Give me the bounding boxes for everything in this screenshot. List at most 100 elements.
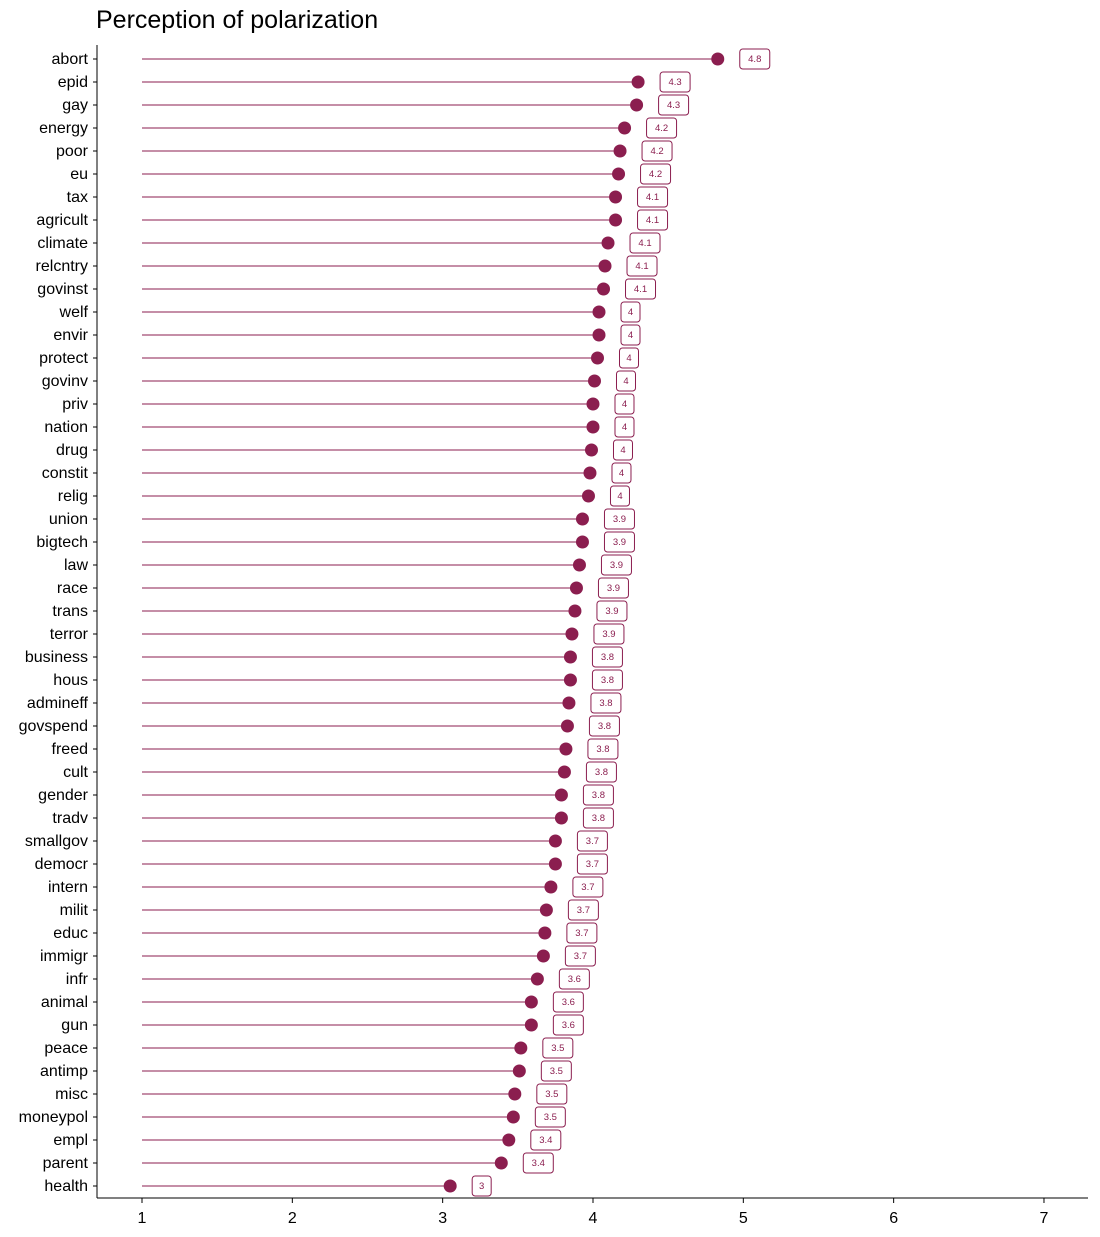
- value-label-abort: 4.8: [748, 54, 761, 65]
- category-label-parent: parent: [43, 1155, 89, 1172]
- value-label-box-constit: [611, 462, 632, 484]
- value-label-constit: 4: [619, 468, 624, 479]
- dot-moneypol: [506, 1110, 520, 1124]
- value-label-empl: 3.4: [539, 1135, 552, 1146]
- dot-democr: [548, 857, 562, 871]
- value-label-box-parent: [522, 1152, 554, 1174]
- value-label-box-empl: [530, 1129, 562, 1151]
- value-label-box-cult: [585, 761, 617, 783]
- value-label-eu: 4.2: [649, 169, 662, 180]
- value-label-box-milit: [567, 899, 599, 921]
- category-label-empl: empl: [53, 1132, 88, 1149]
- value-label-poor: 4.2: [650, 146, 663, 157]
- value-label-bigtech: 3.9: [613, 537, 626, 548]
- value-label-nation: 4: [622, 422, 627, 433]
- value-label-climate: 4.1: [638, 238, 651, 249]
- value-label-relig: 4: [617, 491, 622, 502]
- dot-envir: [592, 328, 606, 342]
- value-label-box-animal: [552, 991, 584, 1013]
- dot-immigr: [536, 949, 550, 963]
- value-label-tax: 4.1: [646, 192, 659, 203]
- category-label-law: law: [64, 557, 88, 574]
- category-label-govinv: govinv: [42, 373, 88, 390]
- value-label-trans: 3.9: [605, 606, 618, 617]
- dot-cult: [557, 765, 571, 779]
- value-label-protect: 4: [626, 353, 631, 364]
- category-label-priv: priv: [62, 396, 88, 413]
- value-label-box-admineff: [590, 692, 622, 714]
- value-label-box-antimp: [540, 1060, 572, 1082]
- category-label-gender: gender: [38, 787, 88, 804]
- dot-govinv: [587, 374, 601, 388]
- value-label-box-abort: [739, 48, 771, 70]
- category-label-health: health: [44, 1178, 88, 1195]
- category-label-nation: nation: [44, 419, 88, 436]
- value-label-box-welf: [620, 301, 641, 323]
- value-label-envir: 4: [628, 330, 633, 341]
- value-label-box-moneypol: [534, 1106, 566, 1128]
- dot-admineff: [562, 696, 576, 710]
- dot-abort: [711, 52, 725, 66]
- category-label-milit: milit: [60, 902, 89, 919]
- category-label-welf: welf: [59, 304, 89, 321]
- value-label-box-energy: [646, 117, 678, 139]
- dot-antimp: [512, 1064, 526, 1078]
- dot-health: [443, 1179, 457, 1193]
- value-label-box-priv: [614, 393, 635, 415]
- value-label-box-relcntry: [626, 255, 658, 277]
- dot-business: [563, 650, 577, 664]
- value-label-cult: 3.8: [595, 767, 608, 778]
- value-label-box-trans: [596, 600, 628, 622]
- dot-union: [575, 512, 589, 526]
- dot-gay: [630, 98, 644, 112]
- category-label-antimp: antimp: [40, 1063, 88, 1080]
- dot-welf: [592, 305, 606, 319]
- value-label-box-union: [603, 508, 635, 530]
- x-tick-label-4: 4: [589, 1210, 598, 1227]
- category-label-energy: energy: [39, 120, 88, 137]
- value-label-educ: 3.7: [575, 928, 588, 939]
- category-label-poor: poor: [56, 143, 89, 160]
- category-label-abort: abort: [52, 51, 89, 68]
- dot-nation: [586, 420, 600, 434]
- value-label-box-health: [471, 1175, 492, 1197]
- value-label-box-infr: [558, 968, 590, 990]
- dot-intern: [544, 880, 558, 894]
- value-label-admineff: 3.8: [599, 698, 612, 709]
- dot-govinst: [597, 282, 611, 296]
- value-label-box-relig: [609, 485, 630, 507]
- category-label-misc: misc: [55, 1086, 88, 1103]
- category-label-tradv: tradv: [52, 810, 88, 827]
- dot-gun: [524, 1018, 538, 1032]
- dot-milit: [539, 903, 553, 917]
- x-tick-label-7: 7: [1040, 1210, 1049, 1227]
- dot-parent: [494, 1156, 508, 1170]
- dot-empl: [502, 1133, 516, 1147]
- dot-hous: [563, 673, 577, 687]
- category-label-gay: gay: [62, 97, 88, 114]
- value-label-box-tradv: [582, 807, 614, 829]
- x-tick-label-2: 2: [288, 1210, 297, 1227]
- value-label-gender: 3.8: [592, 790, 605, 801]
- category-label-govspend: govspend: [19, 718, 88, 735]
- dot-eu: [612, 167, 626, 181]
- dot-agricult: [609, 213, 623, 227]
- value-label-box-govspend: [588, 715, 620, 737]
- value-label-welf: 4: [628, 307, 633, 318]
- value-label-box-poor: [641, 140, 673, 162]
- category-label-epid: epid: [58, 74, 88, 91]
- category-label-relcntry: relcntry: [36, 258, 88, 275]
- dot-gender: [554, 788, 568, 802]
- x-tick-label-6: 6: [889, 1210, 898, 1227]
- category-label-govinst: govinst: [37, 281, 88, 298]
- value-label-box-climate: [629, 232, 661, 254]
- value-label-box-immigr: [564, 945, 596, 967]
- value-label-box-eu: [640, 163, 672, 185]
- value-label-box-educ: [566, 922, 598, 944]
- value-label-terror: 3.9: [602, 629, 615, 640]
- dot-peace: [514, 1041, 528, 1055]
- dot-freed: [559, 742, 573, 756]
- x-tick-label-5: 5: [739, 1210, 748, 1227]
- value-label-box-tax: [637, 186, 669, 208]
- value-label-gun: 3.6: [562, 1020, 575, 1031]
